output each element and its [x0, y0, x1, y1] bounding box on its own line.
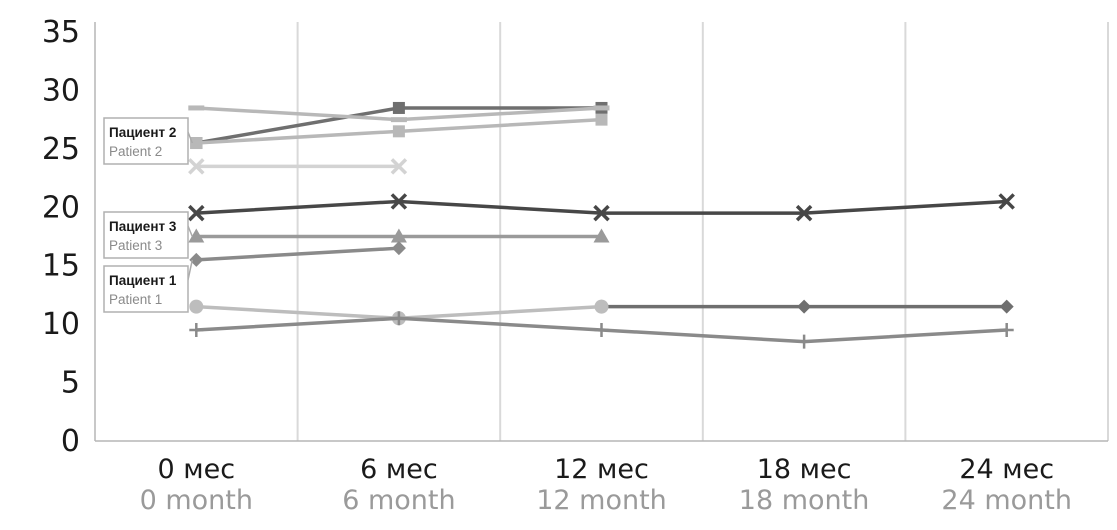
annotation-label: Patient 1 [109, 292, 162, 307]
data-point [189, 252, 204, 267]
x-tick-label: 18 month [739, 485, 870, 516]
series-10 [189, 311, 1014, 349]
annotation-callout: Пациент 3 Patient 3 [103, 211, 193, 259]
callout-box [103, 265, 189, 313]
annotation-label: Patient 2 [109, 144, 162, 159]
series-5 [188, 158, 408, 175]
annotation-label: Patient 3 [109, 238, 162, 253]
y-tick-label: 20 [42, 190, 80, 225]
annotation-label: Пациент 2 [109, 125, 176, 140]
data-point [797, 334, 812, 349]
data-point [189, 322, 204, 337]
annotation-label: Пациент 1 [109, 273, 177, 288]
data-point [189, 299, 204, 314]
data-point [594, 299, 609, 314]
data-point [188, 158, 205, 175]
data-point [190, 137, 203, 150]
x-tick-label: 12 month [536, 485, 667, 516]
x-tick-label: 24 month [941, 485, 1072, 516]
y-tick-label: 25 [42, 132, 80, 167]
series-6 [188, 228, 610, 243]
data-point [390, 158, 408, 175]
series-1 [188, 193, 1015, 222]
data-point [998, 193, 1015, 210]
data-point [188, 105, 205, 111]
data-point [595, 113, 608, 126]
data-point [797, 299, 812, 314]
y-tick-label: 0 [61, 424, 80, 459]
data-point [593, 228, 610, 243]
grid-layer [296, 22, 1109, 441]
x-tick-label: 12 мес [554, 454, 649, 485]
y-tick-label: 5 [61, 366, 80, 401]
data-point [594, 322, 609, 337]
data-point [593, 105, 610, 111]
y-tick-label: 15 [42, 249, 80, 284]
annotation-label: Пациент 3 [109, 219, 177, 234]
data-point [392, 101, 405, 114]
annotation-callout: Пациент 2 Patient 2 [103, 117, 193, 165]
annotation-callout: Пациент 1 Patient 1 [103, 259, 194, 313]
series-layer [188, 101, 1015, 349]
x-tick-label: 6 month [342, 485, 455, 516]
data-point [391, 311, 406, 326]
data-point [999, 299, 1014, 314]
x-tick-label: 0 month [140, 485, 253, 516]
y-tick-label: 35 [42, 15, 80, 50]
x-tick-label: 6 мес [360, 454, 438, 485]
data-point [390, 228, 407, 243]
series-line [196, 246, 400, 262]
data-point [390, 117, 407, 123]
series-3 [188, 105, 610, 123]
data-point [188, 228, 205, 243]
data-point [392, 125, 405, 138]
x-tick-label: 18 мес [757, 454, 852, 485]
series-8 [594, 299, 1014, 314]
callout-box [103, 211, 189, 259]
data-point [391, 241, 406, 256]
series-4 [190, 113, 608, 150]
data-point [390, 193, 408, 210]
series-7 [189, 241, 406, 267]
x-tick-label: 24 мес [959, 454, 1054, 485]
data-point [188, 204, 205, 222]
data-point [999, 322, 1014, 337]
x-tick-label: 0 мес [158, 454, 236, 485]
y-tick-label: 30 [42, 73, 80, 108]
callout-box [103, 117, 189, 165]
y-tick-label: 10 [42, 307, 80, 342]
data-point [795, 204, 813, 222]
data-point [593, 204, 610, 222]
